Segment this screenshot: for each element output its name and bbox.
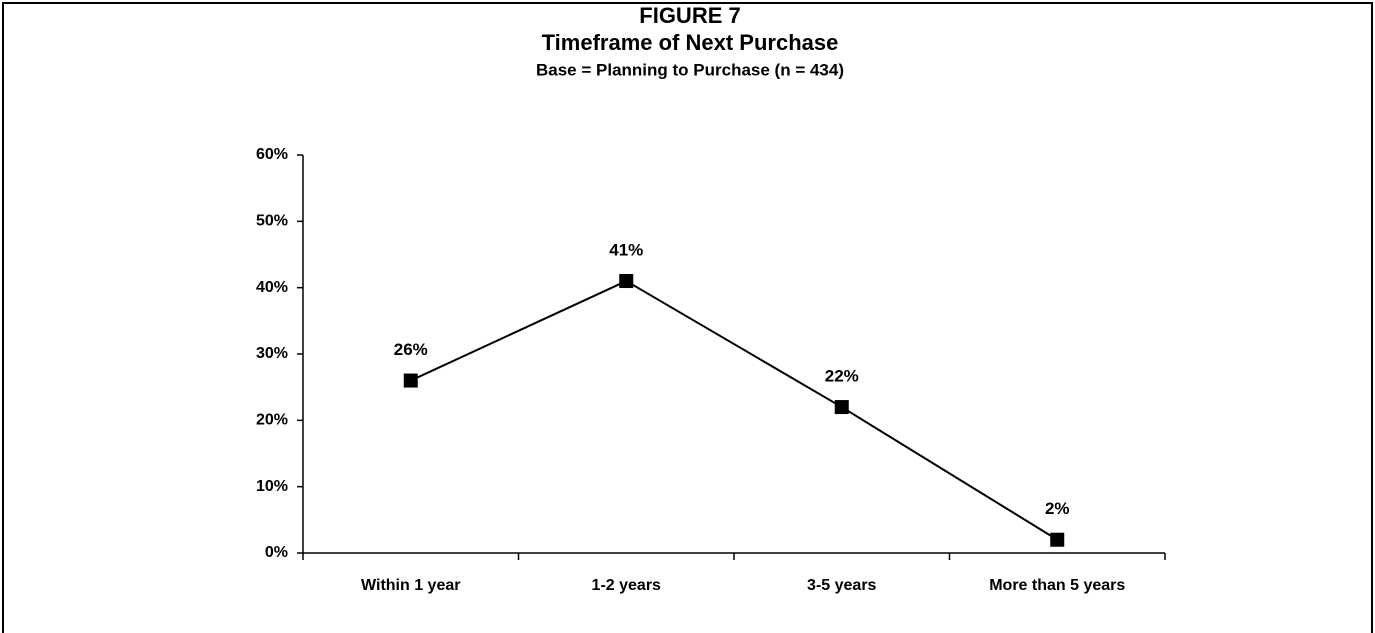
line [410,279,1058,541]
y-tick-label: 30% [256,345,288,362]
chart-subtitle: Timeframe of Next Purchase [542,30,839,55]
data-label: 2% [1045,499,1070,518]
marker [1050,532,1065,547]
chart-subtitle: Base = Planning to Purchase (n = 434) [536,60,844,79]
marker [619,274,634,289]
y-tick-label: 60% [256,146,288,163]
marker [834,400,849,415]
x-tick-label: More than 5 years [989,577,1125,594]
data-label: 22% [825,367,859,386]
y-tick-label: 20% [256,412,288,429]
y-tick-label: 10% [256,478,288,495]
x-tick-label: 3-5 years [807,577,876,594]
x-tick-label: Within 1 year [361,577,460,594]
chart-title: FIGURE 7 [639,3,740,28]
y-tick-label: 50% [256,213,288,230]
marker [403,373,418,388]
data-label: 41% [609,241,643,260]
y-tick-label: 0% [265,544,288,561]
x-tick-label: 1-2 years [592,577,661,594]
data-label: 26% [394,340,428,359]
y-tick-label: 40% [256,279,288,296]
